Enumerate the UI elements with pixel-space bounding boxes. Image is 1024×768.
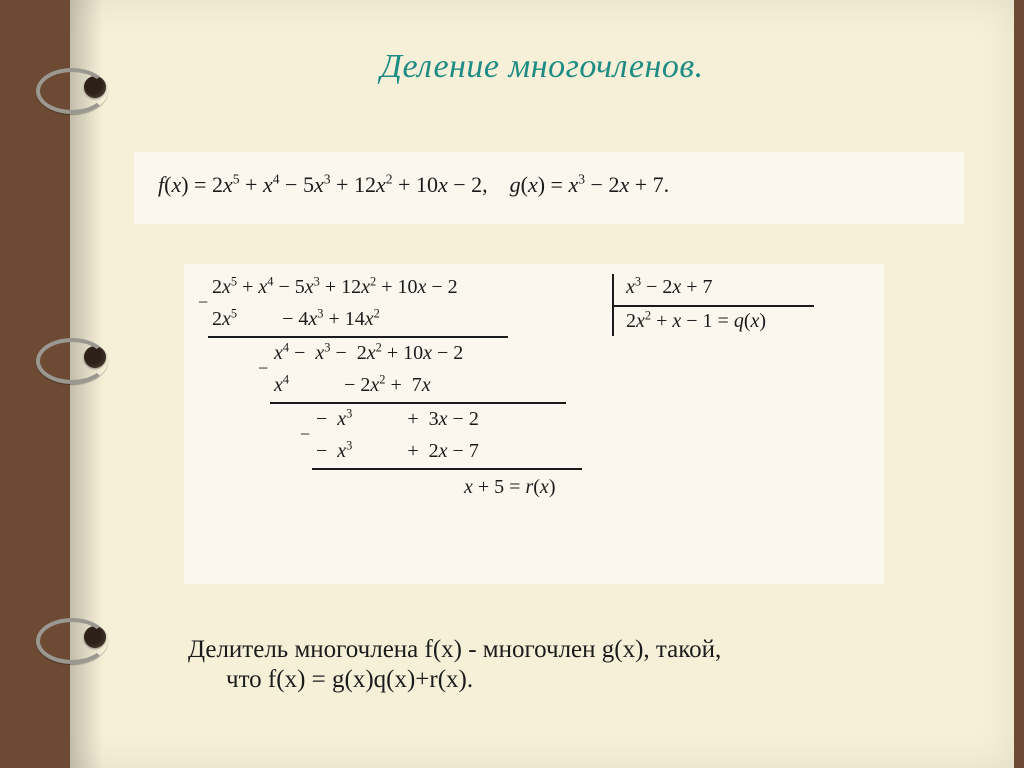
footer-line1: Делитель многочлена f(x) - многочлен g(x… — [188, 636, 721, 663]
given-formula: f(x) = 2x5 + x4 − 5x3 + 12x2 + 10x − 2, … — [158, 172, 669, 198]
step1-sub: 2x5 − 4x3 + 14x2 — [212, 308, 380, 331]
rule-2 — [270, 402, 566, 404]
divisor: x3 − 2x + 7 — [626, 276, 713, 299]
rule-3 — [312, 468, 582, 470]
minus-1: − — [198, 292, 208, 313]
f-polynomial: 2x5 + x4 − 5x3 + 12x2 + 10x − 2, — [212, 172, 488, 197]
page-title: Деление многочленов. — [70, 48, 1014, 86]
long-division-card: 2x5 + x4 − 5x3 + 12x2 + 10x − 2 x3 − 2x … — [184, 264, 884, 584]
g-label: g(x) = — [510, 172, 569, 197]
f-label: f(x) = — [158, 172, 212, 197]
step2-sub: x4 − 2x2 + 7x — [274, 374, 431, 397]
step2-bring: x4 − x3 − 2x2 + 10x − 2 — [274, 342, 463, 365]
given-formula-card: f(x) = 2x5 + x4 − 5x3 + 12x2 + 10x − 2, … — [134, 152, 964, 224]
footer-line2: что f(x) = g(x)q(x)+r(x). — [226, 666, 721, 694]
footer-definition: Делитель многочлена f(x) - многочлен g(x… — [188, 636, 721, 694]
g-polynomial: x3 − 2x + 7. — [568, 172, 669, 197]
stage: Деление многочленов. f(x) = 2x5 + x4 − 5… — [0, 0, 1024, 768]
dividend: 2x5 + x4 − 5x3 + 12x2 + 10x − 2 — [212, 276, 458, 299]
minus-2: − — [258, 358, 268, 379]
step3-sub: − x3 + 2x − 7 — [316, 440, 479, 463]
division-divisor-underline — [614, 305, 814, 307]
notebook-paper: Деление многочленов. f(x) = 2x5 + x4 − 5… — [70, 0, 1014, 768]
quotient: 2x2 + x − 1 = q(x) — [626, 310, 766, 333]
remainder: x + 5 = r(x) — [464, 476, 555, 499]
step3-bring: − x3 + 3x − 2 — [316, 408, 479, 431]
rule-1 — [208, 336, 508, 338]
minus-3: − — [300, 424, 310, 445]
